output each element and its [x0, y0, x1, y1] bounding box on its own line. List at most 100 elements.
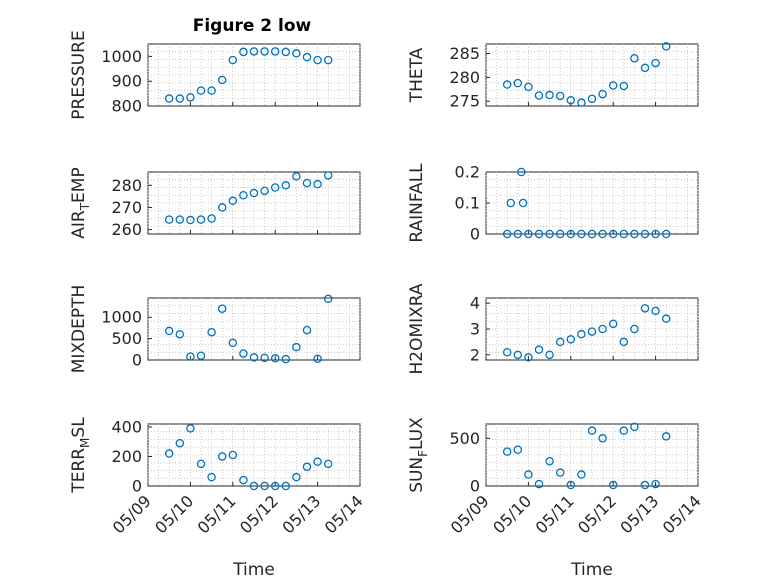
data-point — [619, 81, 629, 91]
data-point — [164, 326, 174, 336]
data-point — [281, 47, 291, 57]
data-point — [281, 181, 291, 190]
data-point — [598, 434, 607, 443]
x-tick-label: 05/10 — [151, 491, 197, 537]
data-point — [630, 54, 639, 63]
y-tick-label: 1000 — [101, 47, 142, 66]
data-point — [323, 55, 333, 65]
data-point — [524, 82, 533, 92]
data-point — [598, 324, 607, 334]
data-point — [506, 198, 515, 208]
data-point — [630, 229, 639, 239]
data-point — [545, 90, 554, 100]
y-tick-label: 280 — [111, 176, 142, 195]
data-point — [545, 229, 554, 239]
data-point — [207, 86, 216, 95]
y-tick-label: 260 — [111, 220, 142, 239]
data-point — [640, 229, 650, 239]
data-point — [228, 450, 238, 460]
data-point — [502, 447, 512, 456]
data-point — [651, 306, 660, 316]
data-point — [587, 229, 597, 239]
data-point — [186, 352, 195, 361]
data-point — [577, 329, 586, 339]
y-tick-label: 4 — [470, 294, 480, 313]
y-tick-label: 500 — [449, 429, 480, 448]
subplot-mixdepth: 0 500 1000 MIXDEPTH — [69, 285, 361, 373]
data-point — [186, 215, 195, 225]
data-point — [217, 304, 227, 313]
data-point — [502, 80, 512, 89]
data-point — [608, 480, 618, 490]
data-point — [651, 58, 660, 68]
data-point — [524, 229, 533, 239]
x-tick-label: 05/11 — [532, 491, 578, 537]
subplot-h2omixra: 2 3 4 H2OMIXRA — [407, 283, 699, 375]
data-point — [534, 345, 544, 354]
data-point — [566, 335, 576, 344]
x-tick-label: 05/14 — [659, 491, 705, 537]
data-point — [270, 47, 280, 56]
data-point — [323, 171, 333, 180]
data-point — [175, 438, 185, 448]
data-point — [313, 457, 322, 466]
data-point — [249, 47, 259, 56]
data-point — [260, 481, 269, 491]
subplot-air-temp: 260 270 280 AIRTEMP — [69, 167, 361, 239]
data-point — [513, 350, 523, 360]
data-point — [292, 472, 301, 482]
data-point — [164, 449, 174, 458]
data-point — [566, 96, 576, 105]
data-point — [517, 167, 526, 177]
y-tick-label: 3 — [470, 320, 480, 339]
x-axis-label: Time — [570, 560, 613, 580]
x-tick-label: 05/13 — [616, 491, 662, 537]
data-point — [207, 327, 216, 337]
data-point — [313, 354, 322, 363]
data-point — [175, 330, 185, 339]
data-point — [217, 203, 227, 212]
data-point — [196, 351, 206, 360]
data-point — [217, 75, 227, 85]
x-tick-label: 05/14 — [321, 491, 367, 537]
data-point — [196, 86, 206, 95]
x-tick-label: 05/09 — [109, 491, 155, 537]
data-point — [228, 196, 238, 206]
data-point — [249, 188, 259, 198]
data-point — [196, 459, 206, 469]
y-tick-label: 0.2 — [455, 163, 480, 182]
y-tick-label: 800 — [111, 97, 142, 116]
data-point — [598, 229, 607, 239]
data-point — [619, 337, 629, 347]
data-point — [292, 172, 301, 181]
data-point — [555, 337, 565, 347]
data-point — [239, 190, 248, 200]
y-tick-label: 270 — [111, 198, 142, 217]
data-point — [164, 94, 174, 103]
data-point — [239, 475, 248, 485]
data-point — [302, 52, 312, 62]
data-point — [661, 42, 671, 51]
y-tick-label: 1000 — [101, 308, 142, 327]
data-point — [281, 481, 291, 491]
data-point — [524, 470, 533, 479]
subplot-pressure: 800 900 1000 PRESSURE — [69, 30, 361, 120]
y-tick-label: 500 — [111, 329, 142, 348]
data-point — [313, 55, 322, 65]
data-point — [228, 55, 238, 65]
data-point — [608, 229, 618, 239]
x-tick-label: 05/09 — [447, 491, 493, 537]
data-point — [608, 81, 618, 90]
data-point — [608, 319, 618, 329]
y-tick-label: 0 — [132, 351, 142, 370]
data-point — [577, 229, 586, 239]
data-point — [524, 353, 533, 362]
data-point — [555, 468, 565, 477]
data-point — [323, 459, 333, 469]
y-tick-label: 200 — [111, 447, 142, 466]
data-point — [270, 354, 280, 363]
data-point — [566, 480, 576, 490]
data-point — [587, 94, 597, 104]
